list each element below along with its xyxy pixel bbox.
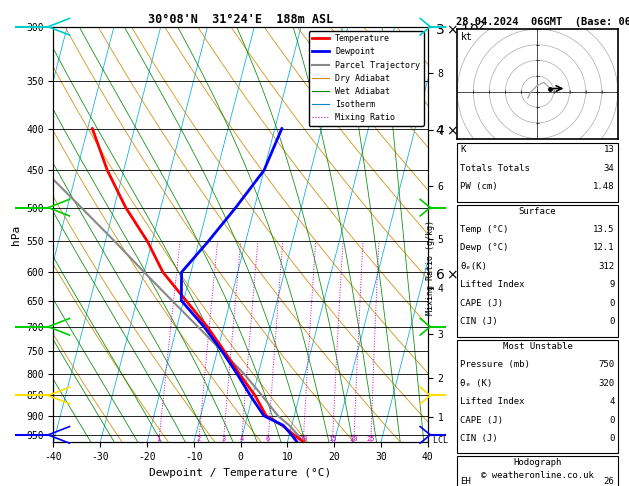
Legend: Temperature, Dewpoint, Parcel Trajectory, Dry Adiabat, Wet Adiabat, Isotherm, Mi: Temperature, Dewpoint, Parcel Trajectory… [309, 31, 423, 125]
Text: 28.04.2024  06GMT  (Base: 06): 28.04.2024 06GMT (Base: 06) [456, 17, 629, 27]
Text: θₑ (K): θₑ (K) [460, 379, 493, 388]
X-axis label: Dewpoint / Temperature (°C): Dewpoint / Temperature (°C) [150, 468, 331, 478]
Text: 4: 4 [240, 436, 243, 442]
Text: K: K [460, 145, 466, 155]
Text: 15: 15 [328, 436, 337, 442]
Text: PW (cm): PW (cm) [460, 182, 498, 191]
Text: CAPE (J): CAPE (J) [460, 299, 503, 308]
Text: 0: 0 [609, 416, 615, 425]
Text: kt: kt [460, 32, 472, 42]
Text: 20: 20 [350, 436, 358, 442]
Text: 2: 2 [196, 436, 201, 442]
Text: 312: 312 [598, 262, 615, 271]
Text: EH: EH [460, 477, 471, 486]
Text: 1.48: 1.48 [593, 182, 615, 191]
Text: Pressure (mb): Pressure (mb) [460, 360, 530, 369]
Text: 34: 34 [604, 164, 615, 173]
Text: CIN (J): CIN (J) [460, 434, 498, 443]
Title: 30°08'N  31°24'E  188m ASL: 30°08'N 31°24'E 188m ASL [148, 13, 333, 26]
Text: CAPE (J): CAPE (J) [460, 416, 503, 425]
Text: 9: 9 [609, 280, 615, 290]
Text: © weatheronline.co.uk: © weatheronline.co.uk [481, 471, 594, 480]
Text: LCL: LCL [428, 436, 448, 445]
Text: 12.1: 12.1 [593, 243, 615, 253]
Text: 25: 25 [367, 436, 375, 442]
Text: 320: 320 [598, 379, 615, 388]
Text: 0: 0 [609, 317, 615, 327]
Text: Most Unstable: Most Unstable [503, 342, 572, 351]
Text: Dewp (°C): Dewp (°C) [460, 243, 509, 253]
Text: 1: 1 [157, 436, 161, 442]
Text: 13: 13 [604, 145, 615, 155]
Y-axis label: km
ASL: km ASL [503, 235, 520, 256]
Text: 3: 3 [221, 436, 225, 442]
Text: 10: 10 [299, 436, 308, 442]
Text: 0: 0 [609, 434, 615, 443]
Text: CIN (J): CIN (J) [460, 317, 498, 327]
Text: Lifted Index: Lifted Index [460, 280, 525, 290]
Text: 750: 750 [598, 360, 615, 369]
Text: 13.5: 13.5 [593, 225, 615, 234]
Text: Lifted Index: Lifted Index [460, 397, 525, 406]
Text: 6: 6 [266, 436, 270, 442]
Text: Temp (°C): Temp (°C) [460, 225, 509, 234]
Y-axis label: hPa: hPa [11, 225, 21, 244]
Text: Totals Totals: Totals Totals [460, 164, 530, 173]
Text: Surface: Surface [519, 207, 556, 216]
Text: 26: 26 [604, 477, 615, 486]
Text: θₑ(K): θₑ(K) [460, 262, 487, 271]
Text: Mixing Ratio (g/kg): Mixing Ratio (g/kg) [426, 220, 435, 315]
Text: 0: 0 [609, 299, 615, 308]
Text: Hodograph: Hodograph [513, 458, 562, 468]
Text: 4: 4 [609, 397, 615, 406]
